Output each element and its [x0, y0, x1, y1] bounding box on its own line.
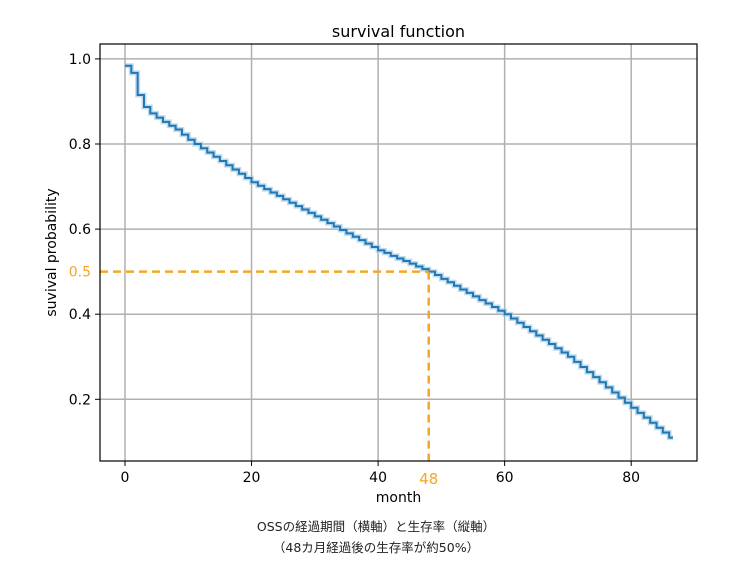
- y-annotation-label: 0.5: [69, 265, 91, 281]
- y-tick-label: 0.8: [69, 137, 91, 153]
- caption-line-2: （48カ月経過後の生存率が約50%）: [272, 540, 480, 555]
- y-tick-label: 1.0: [69, 52, 91, 68]
- plot-frame: [99, 43, 698, 462]
- chart-title: survival function: [332, 22, 465, 41]
- x-tick-label: 0: [121, 470, 130, 486]
- y-tick-label: 0.2: [69, 392, 91, 408]
- x-tick-label: 20: [243, 470, 261, 486]
- x-tick-label: 40: [369, 470, 387, 486]
- survival-curve: [124, 64, 673, 439]
- confidence-band: [124, 63, 673, 441]
- x-tick-label: 60: [496, 470, 514, 486]
- x-tick-label: 80: [622, 470, 640, 486]
- y-tick-label: 0.4: [69, 307, 91, 323]
- y-axis-label: suvival probability: [44, 188, 60, 316]
- x-axis-label: month: [376, 490, 421, 506]
- caption-line-1: OSSの経過期間（横軸）と生存率（縦軸）: [256, 519, 496, 534]
- x-annotation-label: 48: [419, 470, 438, 488]
- y-tick-label: 0.6: [69, 222, 91, 238]
